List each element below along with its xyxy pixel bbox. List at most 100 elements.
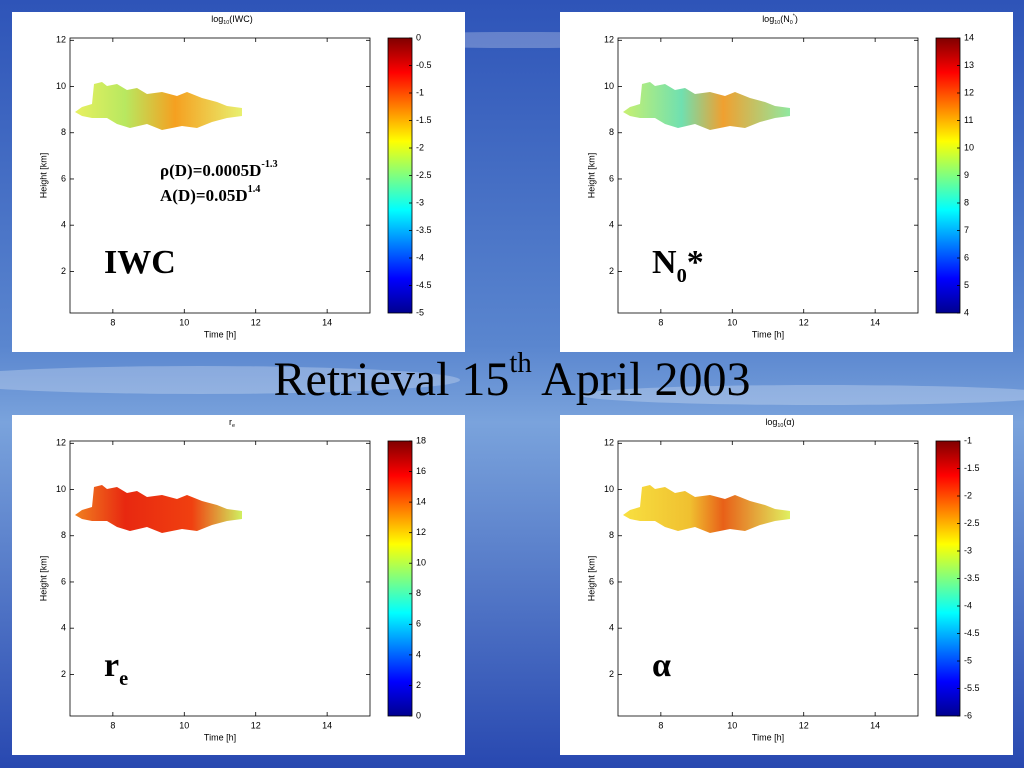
- background-streaks: [0, 32, 1024, 405]
- chart-title: log10(α): [765, 417, 794, 429]
- chart-title: re: [229, 417, 235, 429]
- colorbar-tick-label: 2: [416, 680, 421, 690]
- x-tick-label: 12: [799, 720, 809, 730]
- colorbar-tick-label: 9: [964, 170, 969, 180]
- x-tick-label: 14: [870, 317, 880, 327]
- text-part: 10: [223, 21, 229, 27]
- x-tick-label: 10: [179, 317, 189, 327]
- text-part: *: [687, 244, 704, 281]
- y-tick-label: 2: [609, 266, 614, 276]
- text-part: log: [211, 14, 223, 24]
- x-axis-label: Time [h]: [204, 732, 236, 742]
- x-tick-label: 10: [179, 720, 189, 730]
- colorbar-tick-label: 7: [964, 225, 969, 235]
- x-tick-label: 12: [251, 720, 261, 730]
- x-tick-label: 12: [251, 317, 261, 327]
- panel-label: IWC: [104, 244, 176, 281]
- colorbar-tick-label: -2: [964, 490, 972, 500]
- text-part: ρ(D)=0.0005D: [160, 161, 261, 180]
- x-tick-label: 8: [110, 720, 115, 730]
- y-tick-label: 8: [609, 530, 614, 540]
- colorbar-tick-label: -5.5: [964, 683, 980, 693]
- text-part: th: [509, 346, 532, 378]
- colorbar: [935, 37, 961, 314]
- colorbar-tick-label: 6: [964, 252, 969, 262]
- colorbar-tick-label: -4.5: [416, 280, 432, 290]
- y-tick-label: 6: [61, 173, 66, 183]
- text-part: (IWC): [229, 14, 253, 24]
- text-part: ): [795, 14, 798, 24]
- colorbar-tick-label: -5: [964, 655, 972, 665]
- y-tick-label: 10: [604, 81, 614, 91]
- colorbar-tick-label: -4: [964, 600, 972, 610]
- x-tick-label: 8: [658, 720, 663, 730]
- text-part: 1.4: [248, 185, 261, 196]
- y-tick-label: 12: [56, 35, 66, 45]
- text-part: *: [793, 14, 796, 20]
- colorbar-tick-label: -1: [964, 435, 972, 445]
- colorbar-tick-label: 5: [964, 280, 969, 290]
- chart-title: log10(IWC): [211, 14, 253, 26]
- retrieval-field: [75, 82, 242, 130]
- y-tick-label: 10: [56, 484, 66, 494]
- text-part: N: [652, 244, 677, 281]
- colorbar-tick-label: 11: [964, 115, 973, 125]
- text-part: e: [119, 668, 128, 690]
- x-tick-label: 14: [870, 720, 880, 730]
- text-part: 10: [774, 21, 780, 27]
- text-part: April 2003: [532, 353, 751, 406]
- colorbar-tick-label: -1.5: [416, 115, 432, 125]
- colorbar-tick-label: 10: [964, 142, 974, 152]
- x-tick-label: 10: [727, 720, 737, 730]
- x-axis-label: Time [h]: [204, 329, 236, 339]
- colorbar: [387, 37, 413, 314]
- colorbar-tick-label: -1: [416, 87, 424, 97]
- y-tick-label: 2: [61, 669, 66, 679]
- text-part: α: [652, 647, 671, 684]
- slide-title: Retrieval 15th April 2003: [274, 346, 751, 406]
- y-axis-label: Height [km]: [586, 556, 596, 602]
- text-part: 0: [790, 21, 793, 27]
- text-part: (N: [780, 14, 790, 24]
- x-axis-label: Time [h]: [752, 732, 784, 742]
- colorbar-tick-label: -0.5: [416, 60, 432, 70]
- y-tick-label: 2: [61, 266, 66, 276]
- y-tick-label: 12: [56, 438, 66, 448]
- colorbar-tick-label: -1.5: [964, 463, 980, 473]
- y-tick-label: 8: [609, 127, 614, 137]
- y-tick-label: 12: [604, 438, 614, 448]
- chart-title: log10(N0*): [762, 14, 798, 27]
- text-part: r: [104, 647, 119, 684]
- text-part: IWC: [104, 244, 176, 281]
- colorbar-tick-label: 16: [416, 466, 426, 476]
- y-tick-label: 8: [61, 127, 66, 137]
- colorbar-tick-label: 14: [416, 496, 426, 506]
- plot-frame: [69, 37, 371, 314]
- x-axis-label: Time [h]: [752, 329, 784, 339]
- text-part: log: [762, 14, 774, 24]
- plot-frame: [69, 440, 371, 717]
- colorbar-tick-label: -3: [964, 545, 972, 555]
- colorbar-tick-label: -3: [416, 197, 424, 207]
- panel-label: N0*: [652, 244, 704, 287]
- text-part: (α): [783, 417, 794, 427]
- colorbar-tick-label: -3.5: [416, 225, 432, 235]
- colorbar: [387, 440, 413, 717]
- colorbar-tick-label: 6: [416, 619, 421, 629]
- panel-label: re: [104, 647, 128, 690]
- colorbar-tick-label: 0: [416, 32, 421, 42]
- colorbar-tick-label: -2.5: [964, 518, 980, 528]
- x-tick-label: 8: [658, 317, 663, 327]
- x-tick-label: 14: [322, 317, 332, 327]
- annotation: A(D)=0.05D1.4: [160, 185, 260, 205]
- text-part: log: [765, 417, 777, 427]
- colorbar-tick-label: 8: [416, 588, 421, 598]
- colorbar-tick-label: 8: [964, 197, 969, 207]
- x-tick-label: 10: [727, 317, 737, 327]
- y-tick-label: 4: [609, 623, 614, 633]
- y-axis-label: Height [km]: [586, 153, 596, 199]
